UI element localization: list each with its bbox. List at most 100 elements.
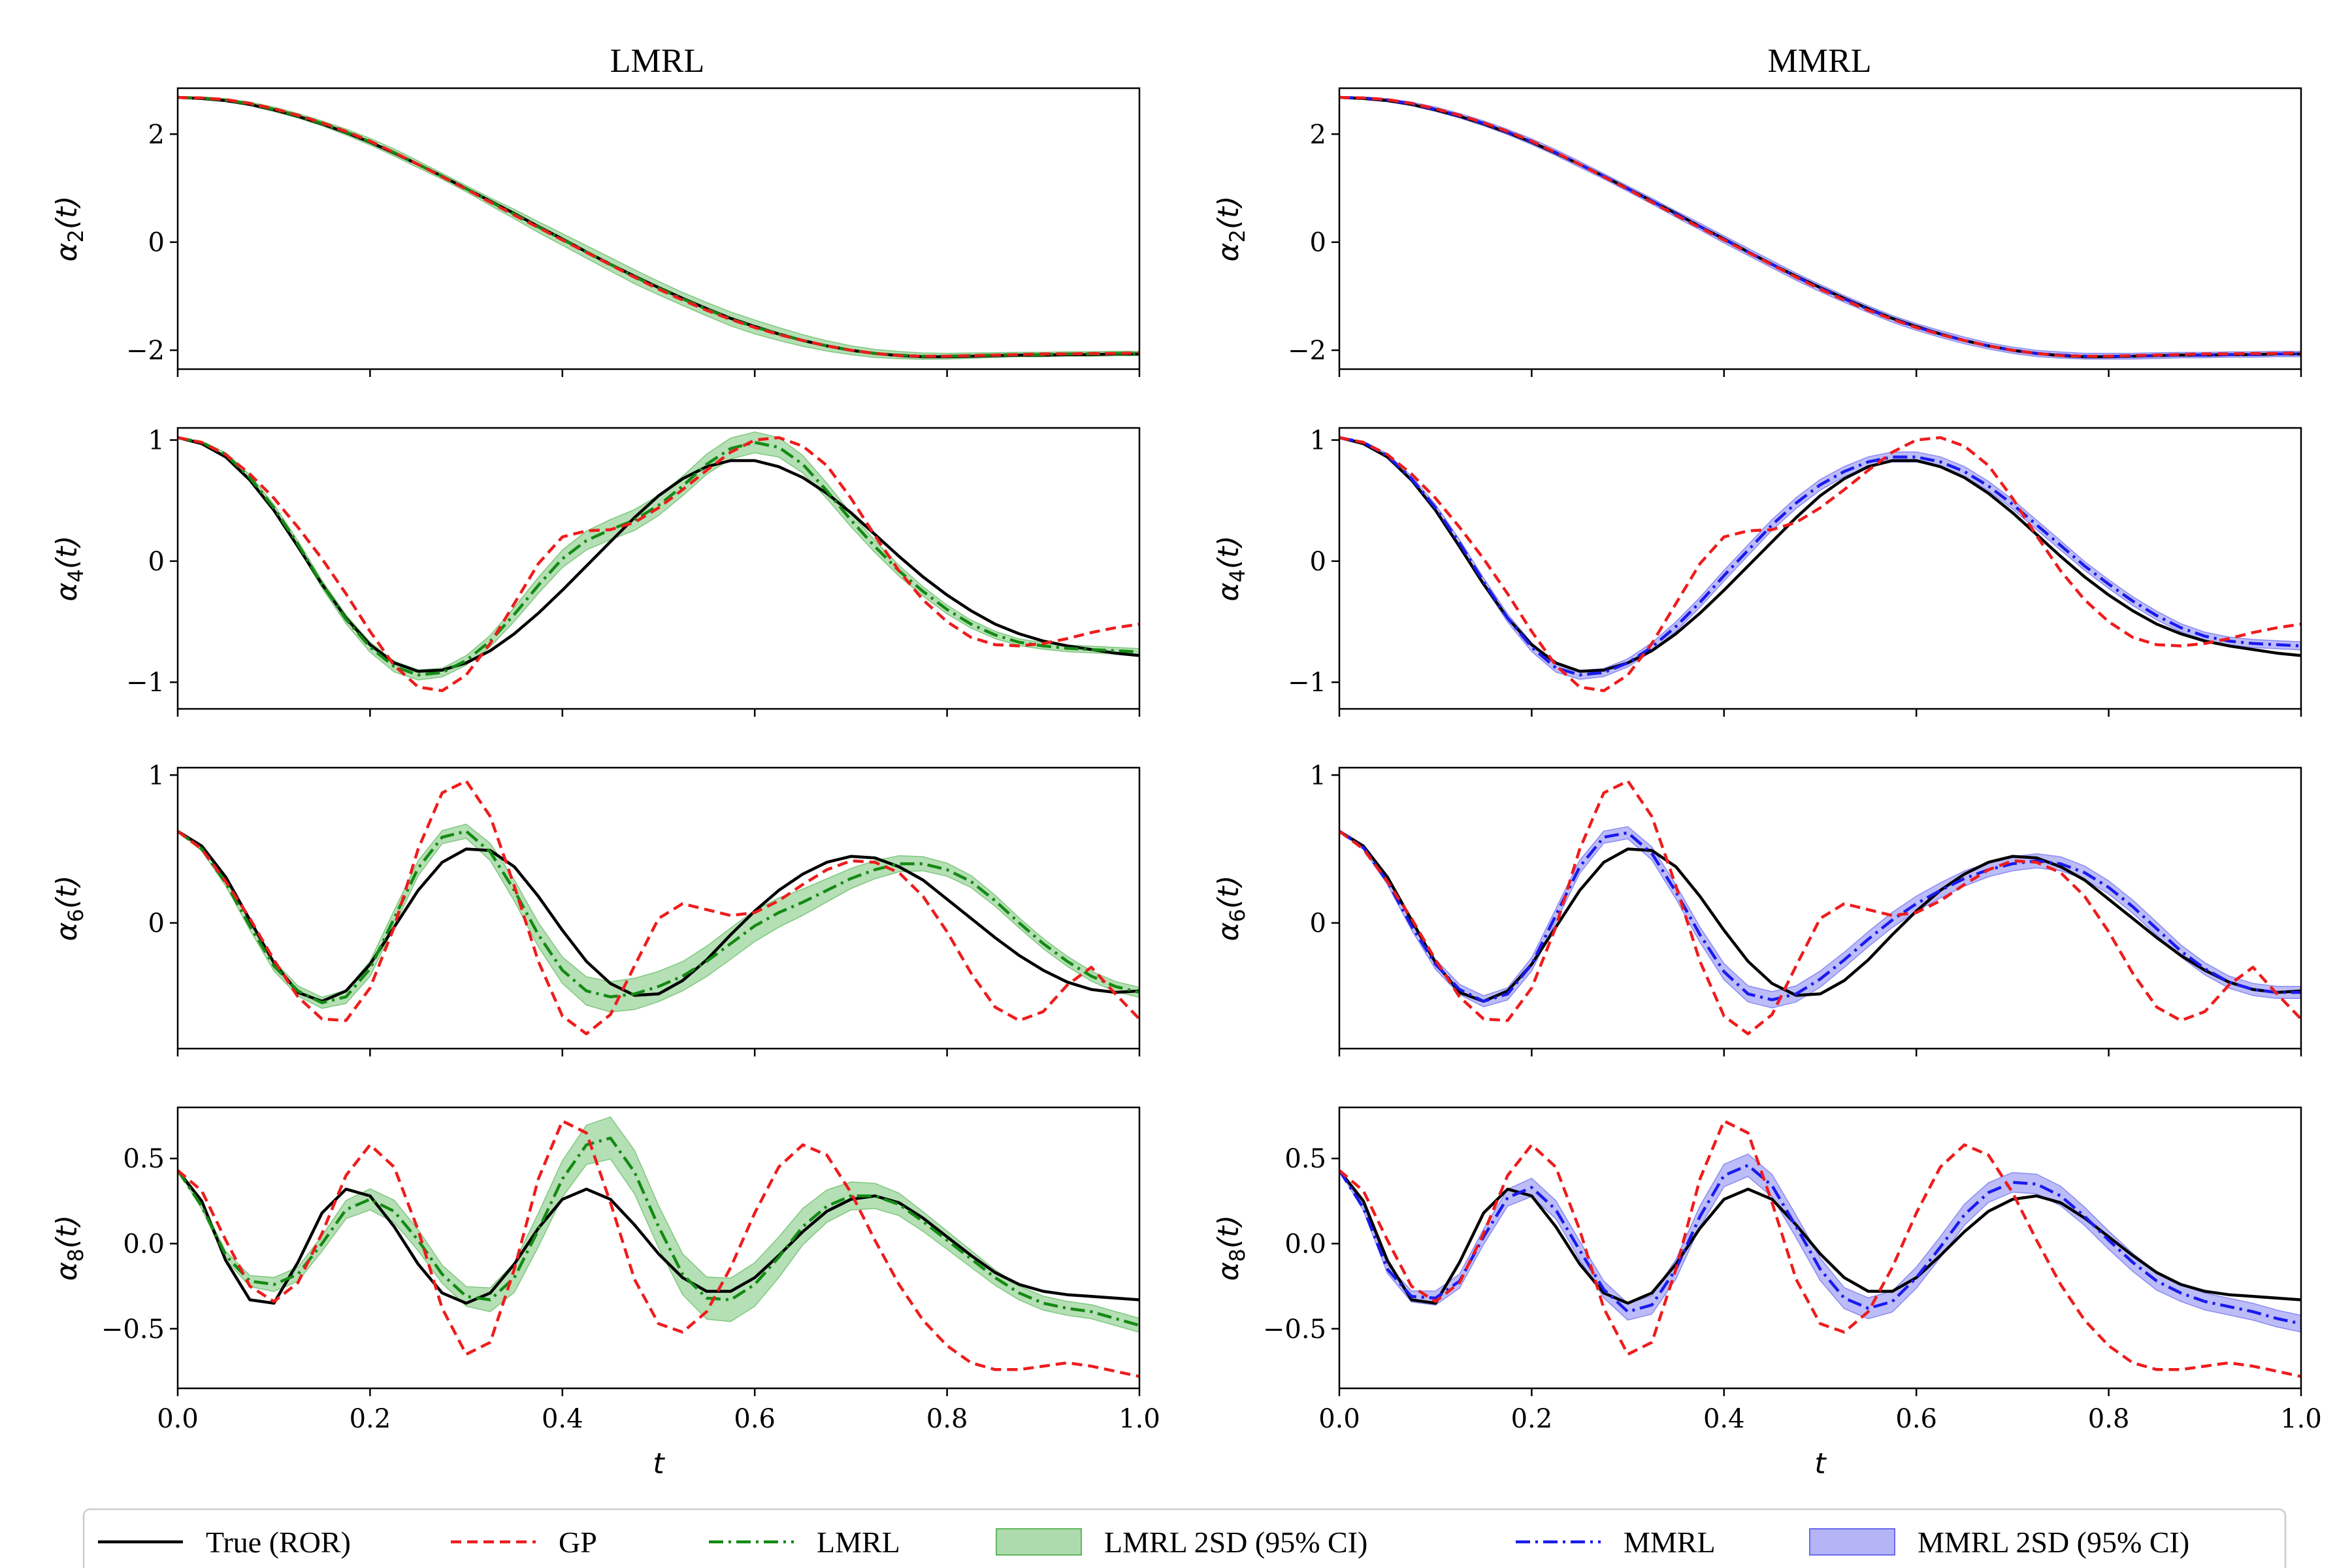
lmrl-mean-line <box>178 436 1139 677</box>
y-axis-label-subscript: 6 <box>63 909 88 922</box>
legend-true-ror: True (ROR) <box>98 1526 351 1559</box>
lmrl-ci-band <box>178 823 1139 1013</box>
y-axis-label-subscript: 2 <box>63 229 88 242</box>
lmrl-mean-line <box>178 1136 1139 1327</box>
x-tick-label: 0.2 <box>1511 1404 1553 1434</box>
x-tick-label: 0.4 <box>1703 1404 1745 1434</box>
panel-lmrl-row-2: 1 0 −1 α4(t) <box>50 426 1141 717</box>
y-tick-label: 1 <box>148 426 165 456</box>
panel-mmrl-row-2: 1 0 −1 α4(t) <box>1212 426 2302 717</box>
legend-lmrl-band: LMRL 2SD (95% CI) <box>996 1526 1367 1559</box>
y-tick-label: 0 <box>1310 228 1326 258</box>
x-tick-label: 0.0 <box>1318 1404 1360 1434</box>
lmrl-ci-band <box>178 431 1139 681</box>
legend-box <box>82 1508 2287 1568</box>
y-axis-label-argument: (t) <box>50 536 84 570</box>
plot-area <box>178 779 1139 1036</box>
axes-frame <box>1338 87 2302 370</box>
y-tick-label: −2 <box>126 336 165 366</box>
x-tick-label: 0.6 <box>734 1404 776 1434</box>
x-tick-label: 0.4 <box>542 1404 583 1434</box>
mmrl-ci-band <box>1339 437 2301 680</box>
panel-mmrl-row-4: 0.5 0.0 −0.5 0.0 0.2 0.4 0.6 0.8 1.0 α8(t) t <box>1212 1106 2322 1480</box>
y-axis-label-subscript: 2 <box>1225 229 1250 242</box>
x-tick-label: 1.0 <box>1119 1404 1160 1434</box>
legend-gp-label: GP <box>559 1526 597 1559</box>
y-axis-label: α4(t) <box>1212 536 1250 602</box>
panel-lmrl-row-1: 20−2α2(t) <box>50 87 1141 377</box>
y-tick-label: 0.5 <box>123 1144 165 1174</box>
y-axis-label-symbol: α <box>50 1262 84 1281</box>
x-axis-label: t <box>1814 1447 1827 1480</box>
x-tick-label: 0.8 <box>926 1404 968 1434</box>
x-tick-label: 0.6 <box>1895 1404 1937 1434</box>
mmrl-mean-line <box>1339 1164 2301 1326</box>
legend-gp: GP <box>451 1526 597 1559</box>
mmrl-ci-band <box>1339 826 2301 1009</box>
y-tick-label: 1 <box>1310 760 1326 791</box>
gp-line <box>178 436 1139 693</box>
plot-area <box>178 431 1139 693</box>
gp-line <box>1339 1119 2301 1378</box>
y-axis-label: α8(t) <box>50 1215 88 1281</box>
y-axis-label-argument: (t) <box>1212 875 1245 909</box>
x-tick-label: 0.2 <box>350 1404 391 1434</box>
mmrl-mean-line <box>1339 830 2301 1003</box>
legend-mmrl-label: MMRL <box>1624 1526 1716 1559</box>
mmrl-ci-band <box>1339 96 2301 360</box>
y-tick-label: −1 <box>126 668 165 698</box>
true-ror-line <box>1339 830 2301 1003</box>
y-axis-label-argument: (t) <box>1212 1215 1245 1249</box>
gp-line <box>178 95 1139 358</box>
y-axis-label-symbol: α <box>1212 582 1245 601</box>
subplot-grid: 20−2α2(t)20−2α2(t)10−1α4(t)10−1α4(t)10α6… <box>50 87 2322 1480</box>
legend: True (ROR) GP LMRL LMRL 2SD (95% CI) MMRL MMR… <box>82 1508 2287 1568</box>
lmrl-mean-line <box>178 95 1139 358</box>
y-tick-label: 0 <box>1310 547 1326 577</box>
y-axis-label-subscript: 4 <box>63 569 88 582</box>
true-ror-line <box>178 830 1139 1003</box>
axes-frame <box>1338 766 2302 1050</box>
y-axis-label-argument: (t) <box>1212 536 1245 570</box>
y-axis-label: α2(t) <box>1212 196 1250 262</box>
y-tick-label: −2 <box>1288 336 1326 366</box>
axes-frame <box>176 1106 1141 1390</box>
true-ror-line <box>178 1169 1139 1305</box>
y-axis-label: α4(t) <box>50 536 88 602</box>
y-axis-label-subscript: 4 <box>1225 569 1250 582</box>
true-ror-line <box>1339 436 2301 673</box>
panel-lmrl-row-4: 0.5 0.0 −0.5 0.0 0.2 0.4 0.6 0.8 1.0 α8(t) t <box>50 1106 1160 1480</box>
plot-area <box>178 95 1139 360</box>
gp-line <box>1339 436 2301 693</box>
legend-true-ror-label: True (ROR) <box>206 1526 351 1559</box>
x-tick-label: 0.8 <box>2088 1404 2130 1434</box>
legend-lmrl-label: LMRL <box>817 1526 900 1559</box>
plot-area <box>1339 779 2301 1036</box>
lmrl-ci-band <box>178 96 1139 360</box>
y-tick-label: 0 <box>148 228 165 258</box>
y-tick-label: 0.0 <box>1284 1229 1326 1259</box>
x-axis-label: t <box>653 1447 665 1480</box>
true-ror-line <box>1339 95 2301 359</box>
y-axis-label: α8(t) <box>1212 1215 1250 1281</box>
y-tick-label: −1 <box>1288 668 1326 698</box>
x-tick-label: 1.0 <box>2280 1404 2322 1434</box>
y-axis-label-symbol: α <box>50 922 84 941</box>
y-tick-label: 2 <box>1310 120 1326 150</box>
gp-line <box>1339 95 2301 358</box>
panel-lmrl-row-3: 1 0 α6(t) <box>50 760 1141 1056</box>
y-tick-label: −0.5 <box>1263 1315 1326 1345</box>
y-tick-label: 0 <box>1310 909 1326 939</box>
axes-frame <box>176 427 1141 710</box>
y-axis-label-argument: (t) <box>50 875 84 909</box>
gp-line <box>1339 779 2301 1036</box>
axes-frame <box>176 87 1141 370</box>
y-tick-label: 0 <box>148 909 165 939</box>
legend-lmrl-band-label: LMRL 2SD (95% CI) <box>1104 1526 1367 1559</box>
y-tick-label: 1 <box>1310 426 1326 456</box>
y-axis-label-symbol: α <box>1212 1262 1245 1281</box>
y-axis-label-symbol: α <box>50 582 84 601</box>
axes-frame <box>1338 427 2302 710</box>
y-tick-label: 0 <box>148 547 165 577</box>
